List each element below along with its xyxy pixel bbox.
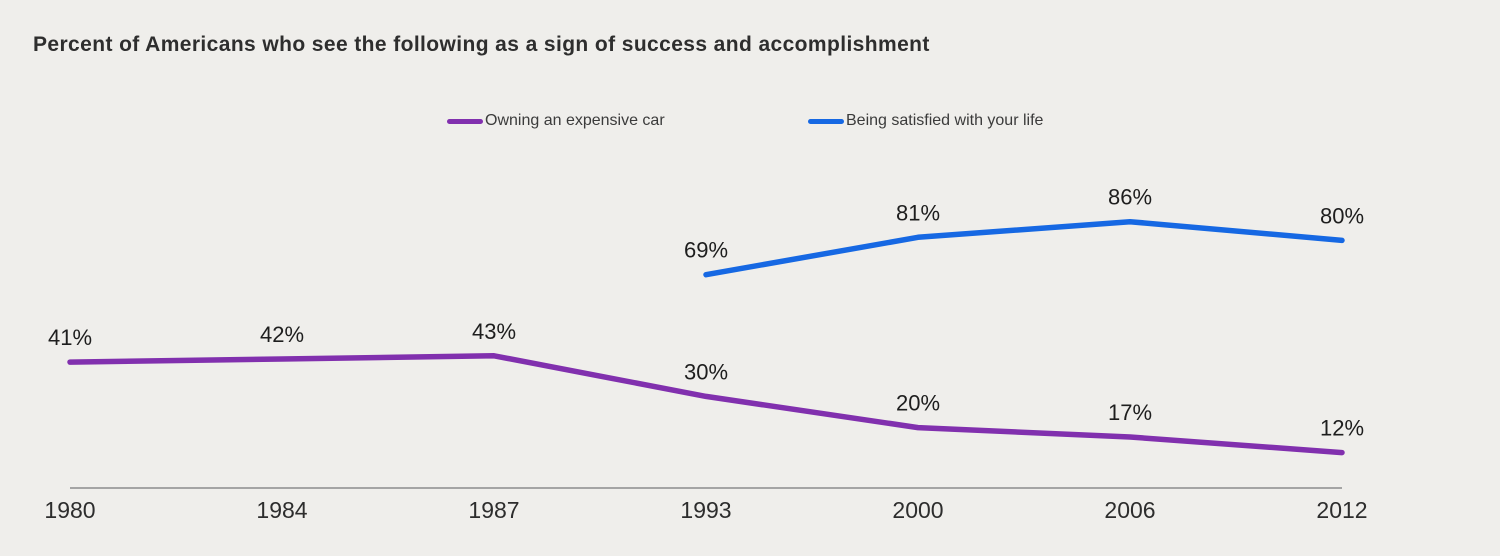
data-label-life-satisfaction-1993: 69% (684, 238, 728, 263)
data-label-life-satisfaction-2000: 81% (896, 200, 940, 225)
x-tick-label-1980: 1980 (44, 497, 95, 523)
series-line-life-satisfaction (703, 218, 1345, 278)
x-tick-label-2000: 2000 (892, 497, 943, 523)
data-label-expensive-car-1984: 42% (260, 322, 304, 347)
series-line-expensive-car (67, 353, 1345, 456)
legend-marker-expensive-car (447, 118, 483, 124)
x-tick-label-2012: 2012 (1316, 497, 1367, 523)
x-tick-label-1993: 1993 (680, 497, 731, 523)
data-label-expensive-car-2006: 17% (1108, 400, 1152, 425)
legend-marker-life-satisfaction (808, 118, 844, 124)
legend-item-expensive-car: Owning an expensive car (447, 112, 665, 130)
data-label-expensive-car-1980: 41% (48, 325, 92, 350)
data-label-life-satisfaction-2006: 86% (1108, 185, 1152, 210)
legend-label-expensive-car: Owning an expensive car (485, 112, 665, 129)
data-label-expensive-car-2000: 20% (896, 391, 940, 416)
x-tick-label-1984: 1984 (256, 497, 307, 523)
legend-item-life-satisfaction: Being satisfied with your life (808, 112, 1043, 130)
legend-label-life-satisfaction: Being satisfied with your life (846, 112, 1044, 129)
data-label-expensive-car-1993: 30% (684, 359, 728, 384)
x-tick-label-2006: 2006 (1104, 497, 1155, 523)
data-label-life-satisfaction-2012: 80% (1320, 203, 1364, 228)
data-label-expensive-car-1987: 43% (472, 319, 516, 344)
chart-title: Percent of Americans who see the followi… (33, 33, 930, 56)
data-label-expensive-car-2012: 12% (1320, 416, 1364, 441)
x-tick-label-1987: 1987 (468, 497, 519, 523)
